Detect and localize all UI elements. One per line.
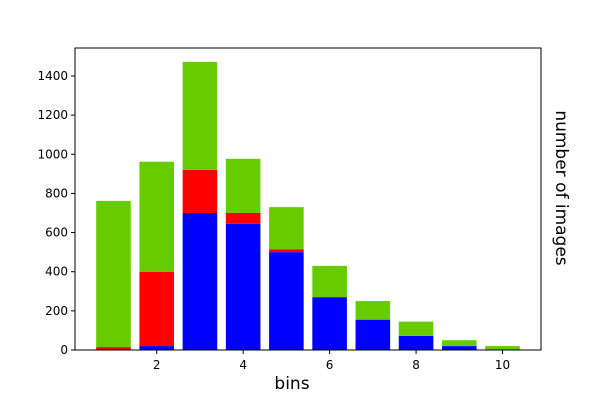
- bar-segment: [355, 319, 391, 350]
- bar-segment: [398, 321, 434, 336]
- y-tick-label: 1400: [37, 69, 68, 83]
- bar-segment: [182, 169, 218, 213]
- bar-segment: [312, 265, 347, 298]
- x-tick-label: 8: [412, 358, 420, 372]
- bar-segment: [355, 301, 391, 320]
- x-tick-label: 4: [239, 358, 247, 372]
- y-tick-label: 600: [45, 226, 68, 240]
- bar-segment: [225, 212, 261, 224]
- y-tick-label: 400: [45, 265, 68, 279]
- x-tick-label: 6: [326, 358, 334, 372]
- bar-segment: [139, 271, 174, 347]
- bar-segment: [442, 340, 477, 347]
- bar-segment: [139, 346, 174, 350]
- x-tick-label: 2: [153, 358, 161, 372]
- y-tick-label: 800: [45, 186, 68, 200]
- bar-segment: [442, 346, 477, 350]
- bar-segment: [398, 335, 434, 350]
- bar-segment: [96, 200, 131, 348]
- y-axis-label: number of images: [551, 110, 571, 265]
- bar-segment: [485, 346, 520, 350]
- bar-segment: [269, 252, 304, 350]
- bar-segment: [225, 158, 261, 213]
- y-tick-label: 0: [60, 343, 68, 357]
- bar-segment: [182, 61, 218, 170]
- bar-segment: [96, 347, 131, 350]
- y-tick-label: 1000: [37, 147, 68, 161]
- bar-segment: [139, 161, 174, 272]
- plot-frame: [74, 47, 542, 351]
- bar-segment: [269, 249, 304, 253]
- x-axis-label: bins: [274, 374, 309, 394]
- y-tick-label: 200: [45, 304, 68, 318]
- bar-segment: [182, 212, 218, 350]
- bar-segment: [269, 207, 304, 250]
- x-tick-label: 10: [495, 358, 510, 372]
- bar-segment: [225, 223, 261, 350]
- bar-segment: [312, 297, 347, 350]
- y-tick-label: 1200: [37, 108, 68, 122]
